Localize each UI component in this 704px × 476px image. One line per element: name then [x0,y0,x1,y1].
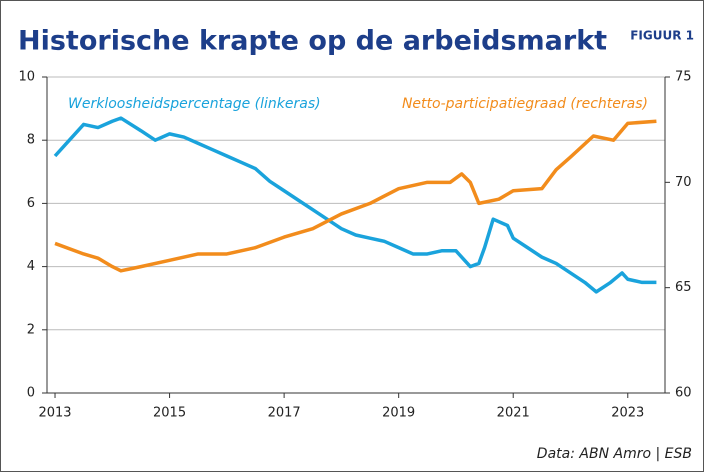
x-tick-label: 2021 [497,406,530,421]
legend-label: Netto-participatiegraad (rechteras) [402,96,648,112]
y-tick-label: 8 [27,133,35,148]
x-tick-label: 2013 [38,406,71,421]
x-tick-label: 2019 [382,406,415,421]
y2-tick-label: 75 [675,70,692,85]
y-tick-label: 4 [27,259,35,274]
figure-label: FIGUUR 1 [630,29,694,43]
chart-title: Historische krapte op de arbeidsmarkt [18,26,607,57]
source: Data: ABN Amro | ESB [537,446,692,462]
series-line [54,119,657,273]
y-tick-label: 6 [27,196,35,211]
x-tick-label: 2017 [268,406,301,421]
y2-tick-label: 70 [675,175,692,190]
x-tick-label: 2023 [611,406,644,421]
legend-label: Werkloosheidspercentage (linkeras) [68,96,321,112]
y2-tick-label: 60 [675,386,692,401]
y2-tick-label: 65 [675,280,692,295]
y-tick-label: 10 [18,70,35,85]
y-tick-label: 0 [27,386,35,401]
series-line [53,116,657,294]
y-tick-label: 2 [27,322,35,337]
x-tick-label: 2015 [153,406,186,421]
